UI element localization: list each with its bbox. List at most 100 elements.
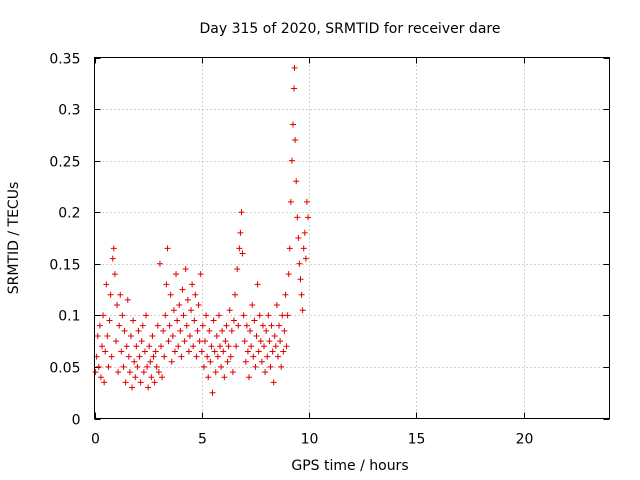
x-tick-label: 10 — [301, 432, 319, 448]
data-point — [274, 353, 281, 360]
data-point — [213, 332, 220, 339]
data-point — [180, 312, 187, 319]
data-point — [206, 327, 213, 334]
data-point — [232, 291, 239, 298]
data-point — [291, 64, 298, 71]
data-point — [235, 322, 242, 329]
data-point — [176, 302, 183, 309]
data-point — [137, 379, 144, 386]
data-point — [302, 255, 309, 262]
data-point — [271, 332, 278, 339]
data-point — [170, 307, 177, 314]
data-point — [118, 348, 125, 355]
data-point — [220, 348, 227, 355]
data-point — [222, 338, 229, 345]
data-point — [280, 348, 287, 355]
data-point — [244, 348, 251, 355]
data-point — [298, 291, 305, 298]
data-point — [135, 327, 142, 334]
y-tick-label: 0.1 — [58, 309, 80, 325]
data-point — [185, 348, 192, 355]
data-point — [233, 343, 240, 350]
data-point — [246, 374, 252, 381]
data-point — [147, 358, 154, 365]
data-point — [156, 260, 163, 267]
data-point — [132, 374, 139, 381]
data-point — [279, 312, 286, 319]
data-point — [134, 363, 141, 370]
data-point — [114, 302, 121, 309]
data-point — [254, 281, 261, 288]
data-point — [268, 322, 275, 329]
data-point — [184, 296, 191, 303]
data-point — [189, 281, 196, 288]
data-point — [127, 332, 134, 339]
y-tick-label: 0.2 — [58, 206, 80, 222]
data-point — [277, 338, 284, 345]
data-point — [215, 312, 222, 319]
data-point — [297, 276, 304, 283]
data-point — [239, 250, 246, 257]
data-point — [202, 338, 209, 345]
data-point — [265, 312, 272, 319]
data-point — [112, 338, 119, 345]
plot-frame — [94, 57, 610, 419]
data-point — [261, 343, 268, 350]
data-point — [219, 327, 226, 334]
data-point — [165, 338, 172, 345]
x-tick-label: 5 — [198, 432, 207, 448]
data-point — [136, 353, 143, 360]
data-point — [195, 302, 202, 309]
data-point — [146, 343, 153, 350]
data-point — [218, 363, 225, 370]
data-point — [116, 322, 123, 329]
data-point — [174, 317, 181, 324]
data-point — [217, 343, 224, 350]
data-point — [285, 271, 292, 278]
data-point — [282, 291, 289, 298]
data-point — [301, 229, 308, 236]
data-point — [281, 327, 288, 334]
data-point — [124, 296, 131, 303]
data-point — [296, 260, 303, 267]
data-point — [158, 343, 165, 350]
data-point — [101, 379, 108, 386]
data-point — [150, 353, 157, 360]
data-point — [159, 374, 166, 381]
data-point — [300, 245, 307, 252]
data-point — [104, 332, 111, 339]
data-point — [188, 307, 195, 314]
x-tick-label: 20 — [516, 432, 534, 448]
data-point — [92, 369, 99, 376]
data-point — [221, 374, 228, 381]
data-point — [251, 317, 258, 324]
data-point — [169, 332, 176, 339]
data-point — [212, 369, 219, 376]
data-point — [200, 363, 207, 370]
data-point — [262, 369, 269, 376]
data-point — [286, 245, 293, 252]
data-point — [171, 348, 178, 355]
data-point — [173, 271, 180, 278]
data-point — [270, 379, 277, 386]
data-point — [96, 322, 103, 329]
data-point — [103, 281, 110, 288]
data-point — [129, 384, 136, 391]
data-point — [152, 348, 159, 355]
data-point — [205, 374, 212, 381]
data-point — [100, 312, 107, 319]
data-point — [255, 348, 262, 355]
data-point — [160, 327, 167, 334]
y-tick-label: 0.05 — [49, 361, 80, 377]
data-point — [145, 384, 152, 391]
data-point — [284, 312, 291, 319]
data-point — [139, 322, 146, 329]
y-tick-label: 0 — [72, 413, 81, 429]
data-point — [247, 327, 254, 334]
data-point — [190, 343, 197, 350]
data-point — [167, 291, 174, 298]
grid — [94, 57, 610, 419]
data-point — [106, 317, 113, 324]
data-point — [238, 209, 245, 216]
